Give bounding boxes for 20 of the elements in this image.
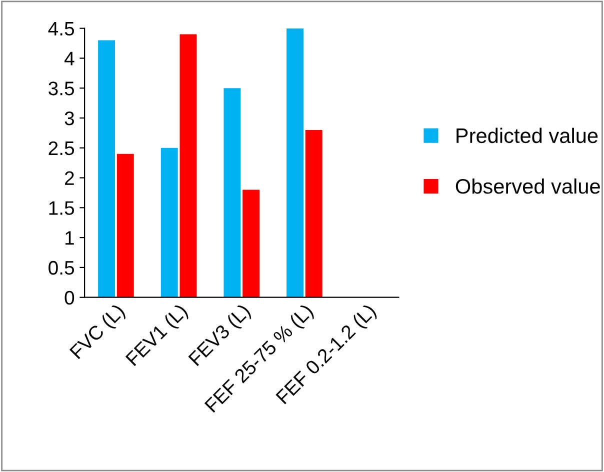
y-tick-label: 3	[64, 111, 74, 126]
bar	[286, 28, 304, 298]
y-tick-label: 1.5	[49, 201, 74, 215]
y-tick-label: 2	[65, 171, 74, 185]
y-tick-label: 2.5	[48, 141, 74, 156]
y-tick-label: 0	[64, 290, 74, 305]
bar	[180, 34, 197, 298]
legend-label: Predicted value	[456, 128, 598, 144]
y-tick-label: 4	[64, 52, 74, 66]
bar	[224, 88, 241, 298]
bar	[305, 130, 322, 298]
y-tick-label: 1	[66, 231, 74, 245]
legend-label: Observed value	[456, 178, 600, 194]
bar	[160, 148, 178, 298]
bar	[242, 190, 260, 298]
y-tick-label: 4.5	[48, 22, 74, 36]
bar	[116, 154, 134, 298]
bar	[98, 40, 116, 298]
y-tick-label: 3.5	[48, 82, 74, 96]
y-tick-label: 0.5	[48, 260, 74, 275]
